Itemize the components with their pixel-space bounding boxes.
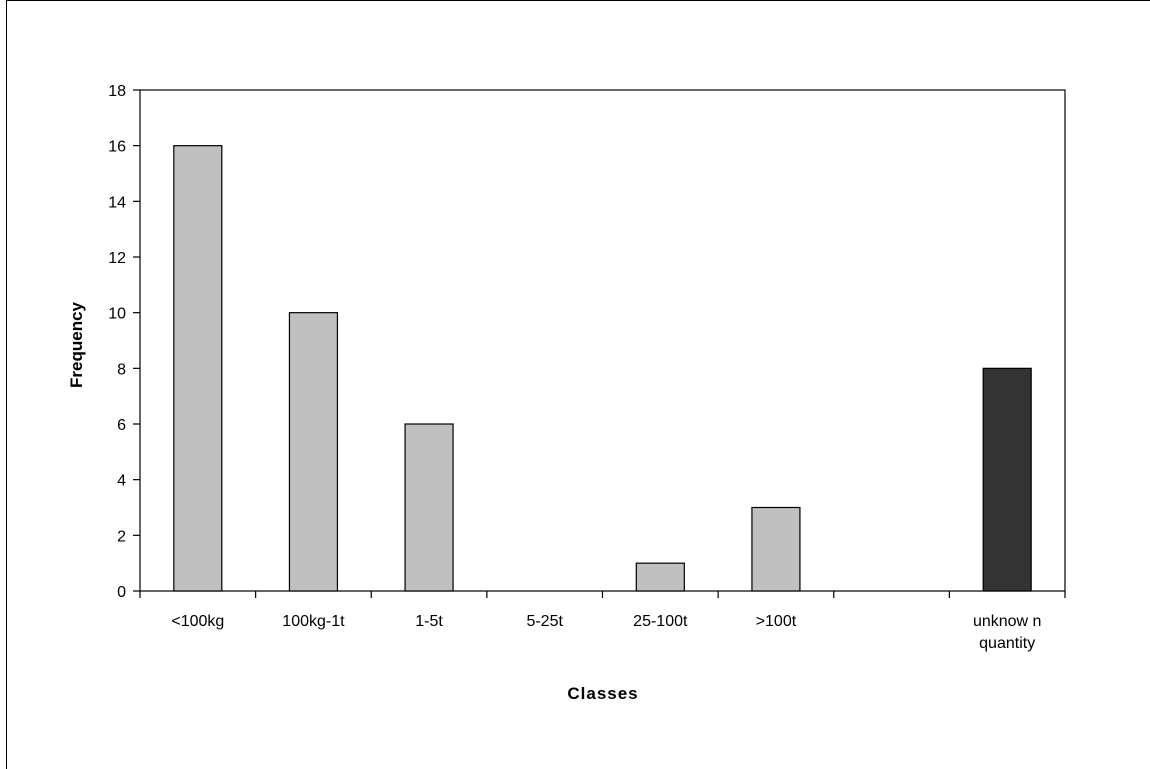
- x-axis-title: Classes: [567, 684, 638, 703]
- bar: [173, 145, 223, 592]
- x-axis: <100kg 100kg-1t 1-5t 5-25t 25-100t >100t unkno…: [139, 591, 1066, 652]
- plot-area: [139, 89, 1066, 592]
- bar: [635, 562, 685, 592]
- x-tick-label: 100kg-1t: [282, 613, 345, 630]
- x-tick-label: unknow n: [973, 613, 1042, 630]
- y-tick-label: 14: [108, 194, 126, 211]
- x-tick-label: quantity: [979, 635, 1035, 652]
- y-axis-title: Frequency: [67, 301, 86, 388]
- x-tick-label: >100t: [756, 613, 797, 630]
- y-tick-label: 18: [108, 83, 126, 100]
- y-tick-label: 4: [117, 473, 126, 490]
- y-tick-label: 12: [108, 250, 126, 267]
- y-axis: 0 2 4 6 8 10 12 14 16 18: [108, 83, 140, 601]
- x-tick-label: 5-25t: [526, 613, 563, 630]
- y-tick-label: 6: [117, 417, 126, 434]
- y-tick-label: 8: [117, 361, 126, 378]
- bar: [982, 367, 1032, 592]
- bar: [751, 506, 801, 592]
- y-tick-label: 2: [117, 528, 126, 545]
- x-tick-label: 25-100t: [633, 613, 688, 630]
- x-tick-label: 1-5t: [415, 613, 443, 630]
- y-tick-label: 0: [117, 584, 126, 601]
- y-tick-label: 10: [108, 306, 126, 323]
- x-tick-label: <100kg: [171, 613, 224, 630]
- y-tick-label: 16: [108, 139, 126, 156]
- bars: [173, 145, 1032, 592]
- bar: [404, 423, 454, 592]
- bar: [288, 312, 339, 592]
